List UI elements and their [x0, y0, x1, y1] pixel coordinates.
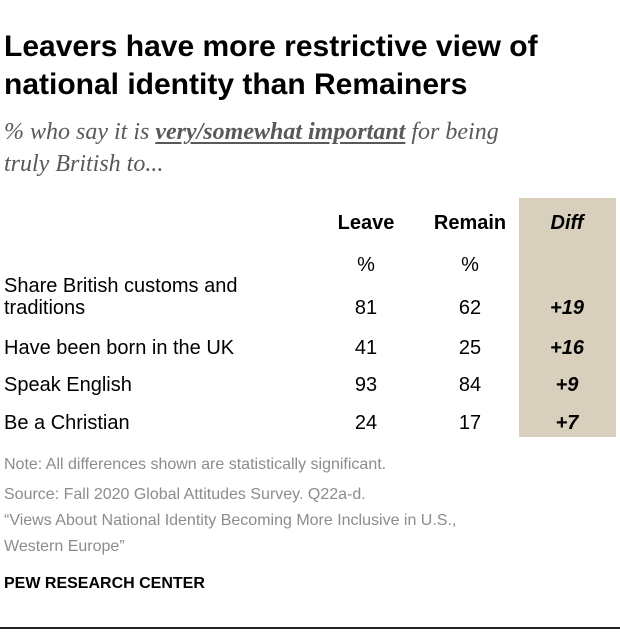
column-header-diff: Diff — [550, 212, 584, 234]
cell-remain: 84 — [458, 374, 482, 396]
chart-title: Leavers have more restrictive view of na… — [4, 28, 604, 104]
column-header-leave: Leave — [337, 212, 395, 234]
subtitle-line-1: % who say it is very/somewhat important … — [4, 116, 616, 148]
row-label: traditions — [4, 297, 86, 319]
cell-leave: 24 — [354, 412, 378, 434]
percent-unit-leave: % — [357, 254, 375, 276]
cell-leave: 93 — [354, 374, 378, 396]
bottom-rule — [0, 627, 620, 629]
report-title-line-1: “Views About National Identity Becoming … — [4, 512, 457, 529]
cell-remain: 25 — [458, 337, 482, 359]
subtitle-emphasis: very/somewhat important — [155, 119, 406, 145]
subtitle-line-2: truly British to... — [4, 151, 164, 177]
cell-diff: +19 — [550, 297, 584, 319]
chart-subtitle: % who say it is very/somewhat important … — [4, 116, 616, 180]
cell-remain: 62 — [458, 297, 482, 319]
row-label: Speak English — [4, 374, 132, 396]
percent-unit-remain: % — [461, 254, 479, 276]
cell-leave: 81 — [354, 297, 378, 319]
column-header-remain: Remain — [433, 212, 507, 234]
note-text: Note: All differences shown are statisti… — [4, 456, 387, 473]
cell-diff: +7 — [555, 412, 579, 434]
title-line-2: national identity than Remainers — [4, 68, 468, 101]
diff-column-background — [519, 198, 616, 437]
cell-remain: 17 — [458, 412, 482, 434]
source-text: Source: Fall 2020 Global Attitudes Surve… — [4, 486, 366, 503]
cell-diff: +16 — [550, 337, 584, 359]
cell-leave: 41 — [354, 337, 378, 359]
report-title-line-2: Western Europe” — [4, 538, 125, 555]
row-label: Have been born in the UK — [4, 337, 235, 359]
pew-research-center-credit: PEW RESEARCH CENTER — [4, 575, 205, 592]
subtitle-post: for being — [405, 119, 499, 145]
row-label: Be a Christian — [4, 412, 130, 434]
subtitle-pre: % who say it is — [4, 119, 156, 145]
title-line-1: Leavers have more restrictive view of — [4, 30, 538, 63]
row-label: Share British customs and — [4, 275, 238, 297]
cell-diff: +9 — [555, 374, 579, 396]
